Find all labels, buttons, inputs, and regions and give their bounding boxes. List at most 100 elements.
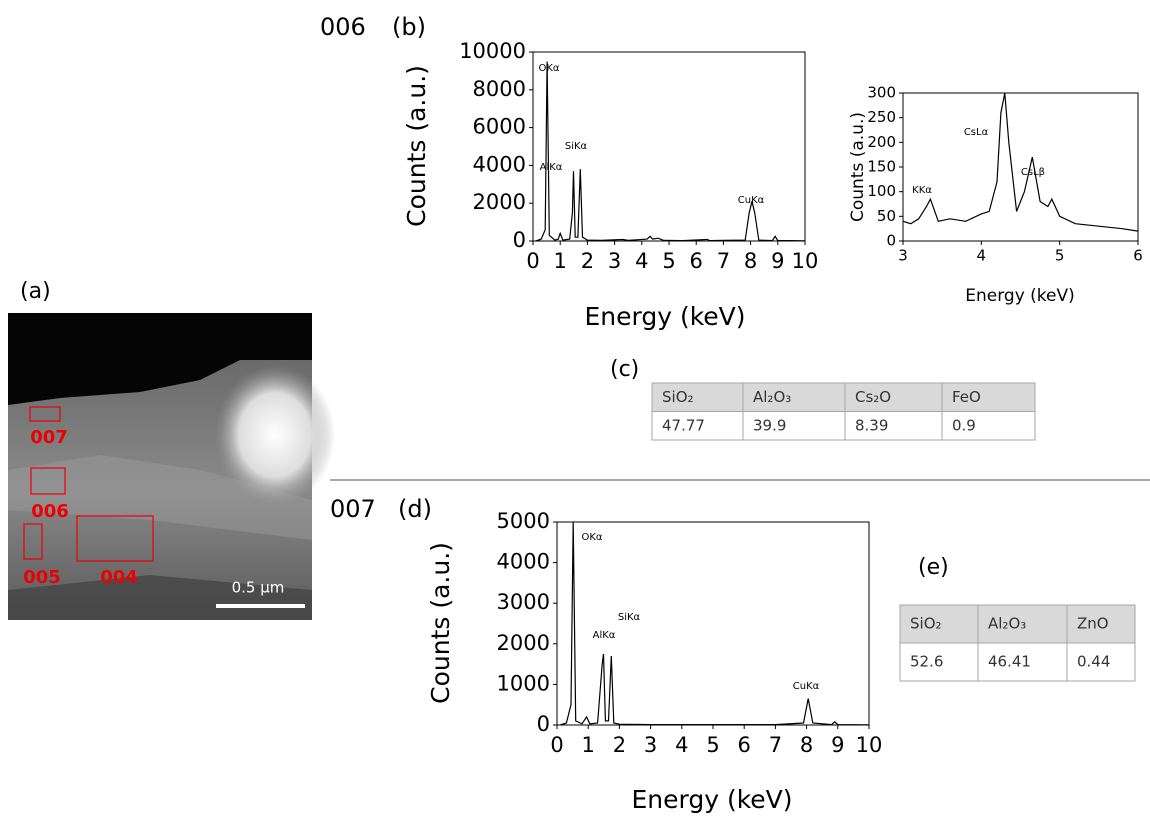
peak-label: AlKα [540, 162, 563, 173]
x-tick-label: 3 [644, 733, 657, 757]
x-tick-label: 0 [526, 249, 539, 273]
y-tick-label: 0 [886, 232, 896, 250]
peak-label: OKα [538, 63, 559, 74]
panel-label: (a) [20, 279, 51, 304]
x-tick-label: 5 [706, 733, 719, 757]
peak-label: SiKα [618, 612, 641, 623]
table-cell [941, 411, 1036, 441]
table-text: SiO₂ [910, 615, 942, 633]
table-text: Al₂O₃ [753, 388, 791, 406]
chart-title: 007 [330, 495, 376, 523]
region-box [76, 515, 154, 562]
x-tick-label: 4 [675, 733, 688, 757]
y-tick-label: 0 [513, 228, 526, 252]
table-text: 39.9 [753, 416, 786, 434]
y-tick-label: 50 [877, 207, 896, 225]
table-text: 0.9 [952, 416, 976, 434]
spectrum-line [902, 92, 1139, 232]
peak-label: OKα [581, 532, 602, 543]
y-axis-title: Counts (a.u.) [426, 542, 455, 704]
y-tick-label: 4000 [473, 152, 526, 176]
x-tick-label: 2 [613, 733, 626, 757]
y-tick-label: 2000 [497, 631, 550, 655]
micrograph [8, 313, 335, 620]
x-tick-label: 4 [977, 247, 987, 265]
y-tick-label: 100 [867, 182, 896, 200]
region-label: 007 [30, 427, 68, 448]
x-axis-title: Energy (keV) [965, 286, 1075, 306]
x-tick-label: 10 [792, 249, 819, 273]
table-text: 8.39 [855, 416, 888, 434]
y-tick-label: 10000 [459, 39, 526, 63]
x-tick-label: 2 [581, 249, 594, 273]
x-tick-label: 4 [635, 249, 648, 273]
y-tick-label: 300 [867, 84, 896, 102]
y-tick-label: 0 [537, 712, 550, 736]
table-text: Al₂O₃ [988, 615, 1026, 633]
y-tick-label: 8000 [473, 77, 526, 101]
region-box [29, 406, 61, 422]
table-header-bg [900, 605, 1135, 643]
peak-label: CuKα [738, 195, 765, 206]
spectrum-line [559, 521, 870, 726]
table-label: (c) [610, 357, 639, 382]
region-label: 006 [31, 501, 69, 522]
x-tick-label: 6 [690, 249, 703, 273]
region-label: 005 [23, 567, 61, 588]
peak-label: CsLβ [1021, 167, 1045, 178]
peak-label: SiKα [565, 141, 588, 152]
table-text: SiO₂ [662, 388, 694, 406]
region-label: 004 [100, 567, 138, 588]
plot-frame [556, 521, 870, 726]
x-tick-label: 5 [1055, 247, 1065, 265]
table-cell [1066, 642, 1136, 682]
x-tick-label: 5 [662, 249, 675, 273]
x-tick-label: 8 [800, 733, 813, 757]
y-tick-label: 1000 [497, 671, 550, 695]
peak-label: CsLα [964, 127, 989, 138]
y-tick-label: 200 [867, 133, 896, 151]
y-tick-label: 4000 [497, 550, 550, 574]
x-tick-label: 6 [738, 733, 751, 757]
table-text: 47.77 [662, 416, 705, 434]
y-tick-label: 250 [867, 108, 896, 126]
table-text: 0.44 [1077, 653, 1110, 671]
table-text: 46.41 [988, 653, 1031, 671]
peak-label: KKα [912, 185, 932, 196]
y-tick-label: 6000 [473, 115, 526, 139]
table-text: ZnO [1077, 615, 1109, 633]
region-box [23, 523, 43, 560]
x-tick-label: 9 [831, 733, 844, 757]
y-axis-title: Counts (a.u.) [848, 112, 868, 222]
peak-label: CuKα [793, 681, 820, 692]
x-tick-label: 1 [582, 733, 595, 757]
x-tick-label: 3 [898, 247, 908, 265]
y-tick-label: 5000 [497, 509, 550, 533]
y-tick-label: 2000 [473, 190, 526, 214]
y-tick-label: 150 [867, 158, 896, 176]
panel-label: (d) [398, 495, 432, 523]
x-tick-label: 0 [550, 733, 563, 757]
scale-bar-label: 0.5 µm [232, 579, 285, 597]
x-tick-label: 1 [554, 249, 567, 273]
x-tick-label: 9 [771, 249, 784, 273]
y-tick-label: 3000 [497, 590, 550, 614]
y-axis-title: Counts (a.u.) [402, 65, 431, 227]
table-header-bg [652, 383, 1035, 412]
table-label: (e) [918, 555, 949, 580]
spectrum-line [535, 61, 806, 242]
x-axis-title: Energy (keV) [584, 302, 745, 331]
x-tick-label: 7 [769, 733, 782, 757]
x-axis-title: Energy (keV) [631, 785, 792, 814]
panel-label: (b) [392, 13, 426, 41]
x-tick-label: 6 [1133, 247, 1143, 265]
table-text: Cs₂O [855, 388, 891, 406]
region-box [30, 467, 66, 495]
table-text: FeO [952, 388, 981, 406]
peak-label: AlKα [593, 630, 616, 641]
x-tick-label: 7 [717, 249, 730, 273]
table-text: 52.6 [910, 653, 943, 671]
chart-title: 006 [320, 13, 366, 41]
x-tick-label: 3 [608, 249, 621, 273]
